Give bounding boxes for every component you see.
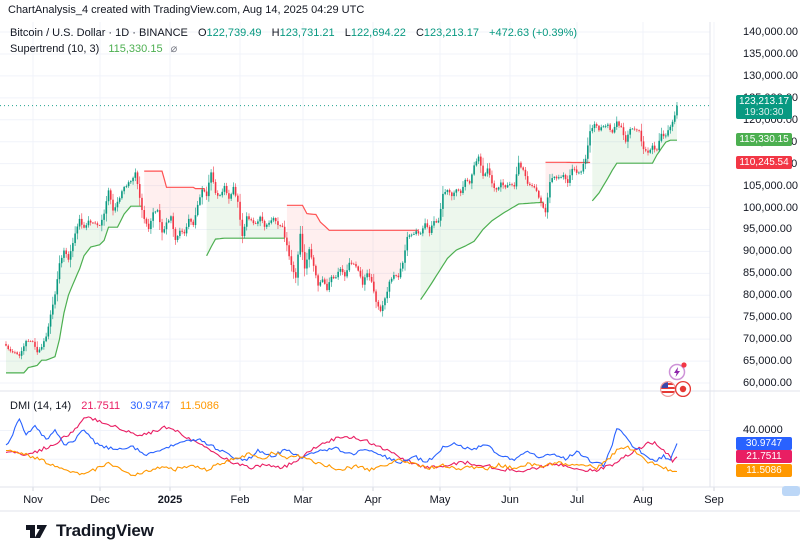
dmi-line-+DI xyxy=(5,417,678,468)
x-axis-label: Mar xyxy=(293,494,313,506)
y-axis-label: 70,000.00 xyxy=(743,333,792,346)
gridlines xyxy=(0,22,715,491)
y-axis-label: 85,000.00 xyxy=(743,267,792,280)
bar-countdown: 19:30:30 xyxy=(744,107,784,118)
symbol-row: Bitcoin / U.S. Dollar · 1D · BINANCE O12… xyxy=(10,25,577,41)
y-axis-label: 95,000.00 xyxy=(743,223,792,236)
open-value: 122,739.49 xyxy=(206,27,262,39)
x-axis-label: Sep xyxy=(704,494,724,506)
x-axis-label: Feb xyxy=(230,494,250,506)
x-axis-label: Dec xyxy=(90,494,110,506)
symbol-title[interactable]: Bitcoin / U.S. Dollar · 1D · BINANCE xyxy=(10,27,188,39)
footer-bar: TradingView xyxy=(0,512,800,551)
dmi-line-ADX xyxy=(5,416,678,473)
x-axis-label: Jul xyxy=(569,494,585,506)
x-axis-label: Nov xyxy=(23,494,43,506)
supertrend-up-badge: 115,330.15 xyxy=(736,133,792,146)
y-axis-label: 105,000.00 xyxy=(743,179,799,192)
event-icon-lightning[interactable] xyxy=(668,361,688,381)
x-axis-label: 2025 xyxy=(157,494,183,506)
snapshot-title: ChartAnalysis_4 created with TradingView… xyxy=(8,4,365,16)
y-axis-label: 135,000.00 xyxy=(743,47,799,60)
dmi-plus-di-badge: 30.9747 xyxy=(736,437,792,450)
dmi-axis-label: 40.0000 xyxy=(743,424,783,436)
notification-dot xyxy=(681,362,687,368)
supertrend-lines xyxy=(6,139,677,374)
supertrend-down-badge: 110,245.54 xyxy=(736,156,792,169)
dmi-label[interactable]: DMI (14, 14) xyxy=(10,400,72,412)
last-price-badge: 123,213.17 19:30:30 xyxy=(736,95,792,119)
symbol-legend: Bitcoin / U.S. Dollar · 1D · BINANCE O12… xyxy=(10,25,577,57)
supertrend-label[interactable]: Supertrend (10, 3) xyxy=(10,43,100,55)
y-axis-label: 100,000.00 xyxy=(743,201,799,214)
supertrend-mode-icon: ⌀ xyxy=(170,43,178,55)
high-label: H xyxy=(271,27,280,39)
open-label: O xyxy=(197,27,207,39)
y-axis-label: 80,000.00 xyxy=(743,289,792,302)
close-value: 123,213.17 xyxy=(423,27,479,39)
high-value: 123,731.21 xyxy=(279,27,335,39)
lightning-bolt-icon xyxy=(674,367,680,377)
dmi-series xyxy=(5,416,678,477)
low-value: 122,694.22 xyxy=(350,27,406,39)
change-value: +472.63 (+0.39%) xyxy=(489,27,578,39)
supertrend-fills xyxy=(6,105,677,373)
dmi-adx-badge: 21.7511 xyxy=(736,450,792,463)
x-axis-label: Jun xyxy=(501,494,519,506)
y-axis-label: 60,000.00 xyxy=(743,377,792,389)
y-axis-label: 130,000.00 xyxy=(743,69,799,82)
dmi-adx-value: 21.7511 xyxy=(81,400,121,412)
close-label: C xyxy=(415,27,424,39)
chart-canvas[interactable] xyxy=(0,22,800,512)
x-axis-label: Aug xyxy=(633,494,653,506)
candles xyxy=(5,101,678,360)
y-axis-label: 65,000.00 xyxy=(743,355,792,368)
axis-corner-button[interactable] xyxy=(782,486,800,496)
us-flag-icon xyxy=(661,382,675,396)
tradingview-brand-text: TradingView xyxy=(56,521,154,540)
event-icon-flags[interactable] xyxy=(659,380,693,398)
dmi-minus-di-badge: 11.5086 xyxy=(736,464,792,477)
x-axis-label: Apr xyxy=(364,494,382,506)
supertrend-row: Supertrend (10, 3) 115,330.15 ⌀ xyxy=(10,41,577,57)
dmi-line--DI xyxy=(5,445,678,477)
tradingview-brand[interactable]: TradingView xyxy=(25,521,154,541)
x-axis-label: May xyxy=(429,494,451,506)
y-axis-label: 140,000.00 xyxy=(743,26,799,38)
dmi-plus-di-value: 30.9747 xyxy=(130,400,170,412)
last-price-value: 123,213.17 xyxy=(738,96,790,107)
tradingview-logo-icon xyxy=(26,524,47,538)
dmi-minus-di-value: 11.5086 xyxy=(180,400,219,412)
supertrend-value: 115,330.15 xyxy=(108,43,163,55)
event-flag-dot xyxy=(679,385,687,393)
y-axis-label: 90,000.00 xyxy=(743,245,792,258)
dmi-legend: DMI (14, 14) 21.7511 30.9747 11.5086 xyxy=(10,400,219,412)
y-axis-label: 75,000.00 xyxy=(743,311,792,324)
low-label: L xyxy=(344,27,351,39)
